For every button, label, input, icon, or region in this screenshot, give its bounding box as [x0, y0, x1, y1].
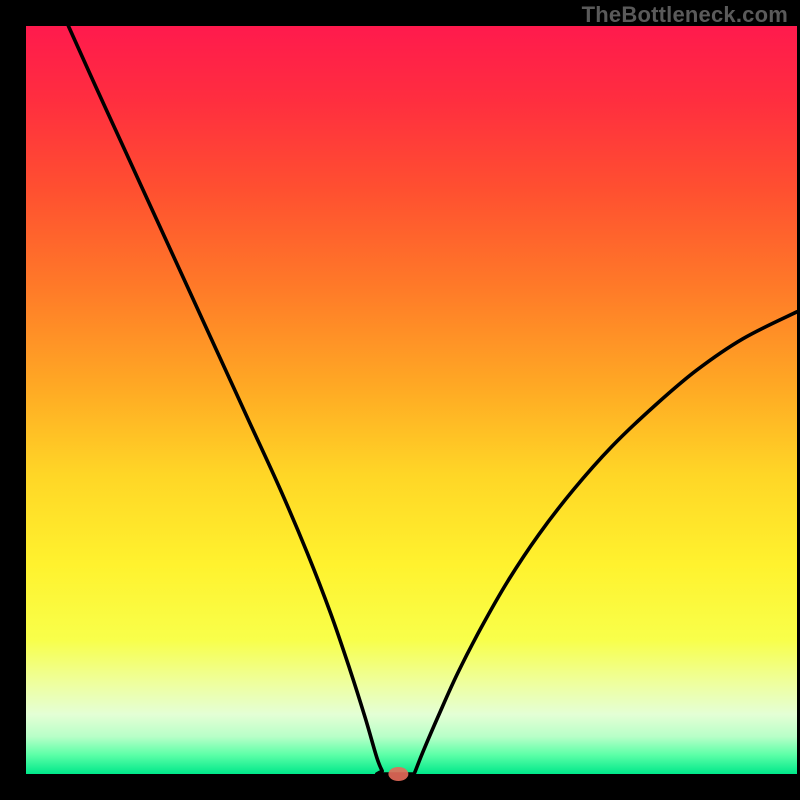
bottleneck-chart — [0, 0, 800, 800]
watermark-text: TheBottleneck.com — [582, 2, 788, 28]
plot-gradient-background — [26, 26, 797, 774]
optimum-marker — [388, 767, 408, 781]
